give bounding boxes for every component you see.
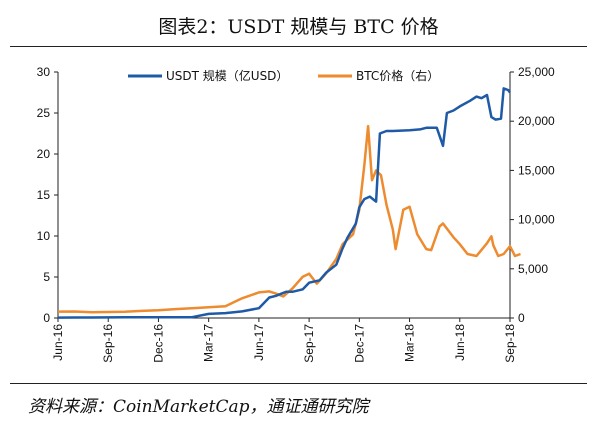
usdt-series-line [57,87,511,319]
left-tick-label: 15 [37,188,51,202]
x-tick-label: Sep-16 [101,324,115,363]
figure-title: 图表2：USDT 规模与 BTC 价格 [158,16,439,38]
right-tick-label: 10,000 [518,213,555,227]
source-note: 资料来源：CoinMarketCap，通证通研究院 [28,397,369,417]
right-tick-label: 5,000 [518,262,548,276]
legend: USDT 规模（亿USD） BTC价格（右） [128,68,439,83]
series-lines [57,87,521,319]
left-axis-ticks: 0 5 10 15 20 25 30 [37,65,58,325]
title-rule [10,46,587,47]
left-tick-label: 25 [37,106,51,120]
left-tick-label: 5 [43,270,50,284]
right-axis-ticks: 0 5,000 10,000 15,000 20,000 25,000 [510,65,555,325]
left-tick-label: 30 [37,65,51,79]
left-tick-label: 20 [37,147,51,161]
x-tick-label: Dec-16 [151,324,165,363]
right-tick-label: 0 [518,311,525,325]
x-tick-label: Mar-17 [202,324,216,362]
left-tick-label: 0 [43,311,50,325]
right-tick-label: 15,000 [518,163,555,177]
right-tick-label: 25,000 [518,65,555,79]
bottom-rule [10,383,587,384]
x-tick-label: Jun-17 [252,324,266,361]
left-tick-label: 10 [37,229,51,243]
x-tick-label: Jun-16 [51,324,65,361]
x-axis-ticks: Jun-16 Sep-16 Dec-16 Mar-17 Jun-17 Sep-17 Dec-… [51,318,517,363]
x-tick-label: Dec-17 [352,324,366,363]
legend-usdt-label: USDT 规模（亿USD） [166,68,288,83]
x-tick-label: Sep-18 [503,324,517,363]
x-tick-label: Sep-17 [302,324,316,363]
right-tick-label: 20,000 [518,114,555,128]
btc-series-line [57,124,521,314]
x-tick-label: Jun-18 [453,324,467,361]
x-tick-label: Mar-18 [403,324,417,362]
axes [57,72,511,319]
legend-btc-label: BTC价格（右） [356,68,439,83]
